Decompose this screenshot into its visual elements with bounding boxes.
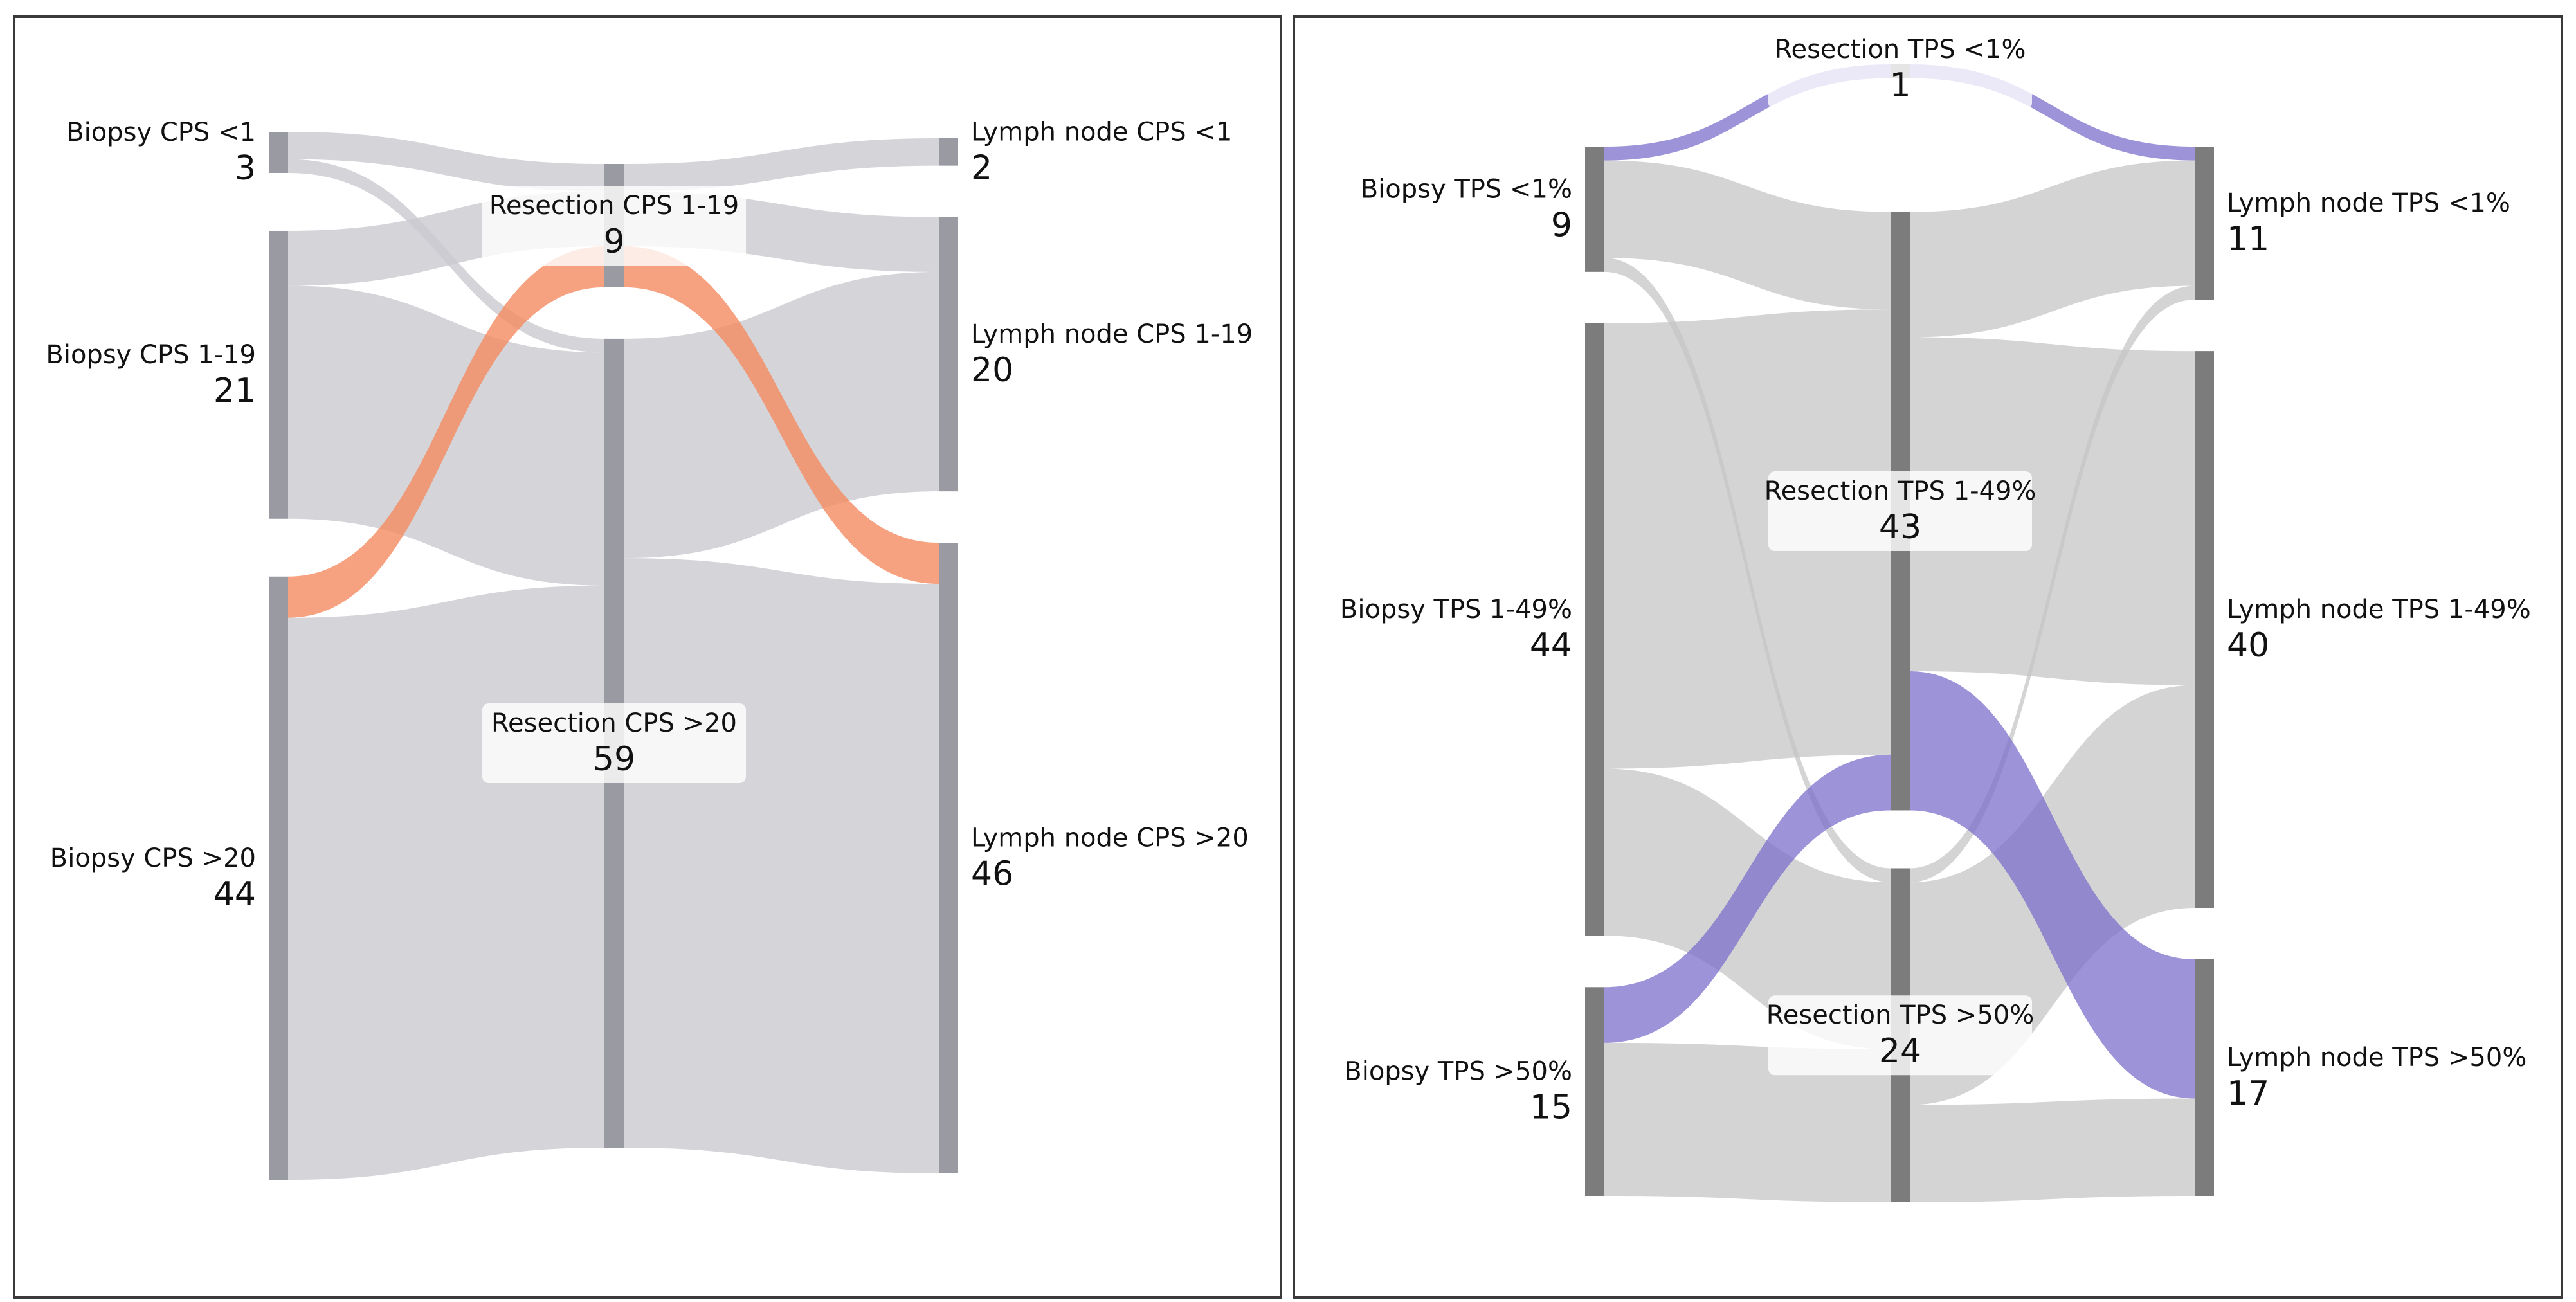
label-value-bx_lt1: 3 bbox=[235, 149, 256, 188]
label-value-ln_gt50: 17 bbox=[2227, 1074, 2269, 1113]
label-value-bx_1_19: 21 bbox=[213, 372, 256, 410]
label-text-bx_lt1: Biopsy TPS <1% bbox=[1361, 174, 1572, 204]
node-ln_1_19 bbox=[939, 217, 958, 492]
label-bx_gt50: Biopsy TPS >50%15 bbox=[1344, 1057, 1572, 1127]
link-rs_gt50-to-ln_gt50 bbox=[1910, 1098, 2195, 1202]
label-value-ln_lt1: 11 bbox=[2227, 220, 2269, 258]
link-rs_1_49-to-ln_1_49 bbox=[1910, 337, 2195, 685]
label-value-ln_1_49: 40 bbox=[2227, 626, 2269, 665]
label-text-ln_gt20: Lymph node CPS >20 bbox=[971, 824, 1249, 853]
link-bx_gt50-to-rs_1_49 bbox=[1604, 754, 1891, 1043]
label-value-rs_1_19: 9 bbox=[603, 222, 624, 261]
cps-links bbox=[288, 132, 939, 1180]
label-bx_lt1: Biopsy TPS <1%9 bbox=[1361, 174, 1572, 244]
label-value-rs_gt20: 59 bbox=[593, 740, 635, 779]
link-rs_lt1-to-ln_lt1 bbox=[1910, 64, 2195, 161]
label-text-bx_1_49: Biopsy TPS 1-49% bbox=[1340, 595, 1572, 624]
node-bx_gt50 bbox=[1585, 987, 1604, 1196]
link-bx_gt20-to-rs_1_19 bbox=[288, 246, 604, 618]
label-box-rs_1_19 bbox=[482, 185, 746, 266]
label-bx_1_49: Biopsy TPS 1-49%44 bbox=[1340, 595, 1572, 665]
label-ln_gt50: Lymph node TPS >50%17 bbox=[2227, 1043, 2526, 1113]
label-text-bx_1_19: Biopsy CPS 1-19 bbox=[46, 340, 256, 370]
label-bx_lt1: Biopsy CPS <13 bbox=[66, 118, 256, 188]
tps-links bbox=[1604, 64, 2195, 1202]
link-rs_1_49-to-ln_lt1 bbox=[1910, 160, 2195, 338]
label-rs_gt50: Resection TPS >50%24 bbox=[1766, 995, 2034, 1076]
link-rs_1_19-to-ln_lt1 bbox=[624, 138, 939, 192]
label-text-rs_lt1: Resection TPS <1% bbox=[1774, 35, 2026, 64]
node-bx_1_19 bbox=[269, 230, 288, 519]
link-rs_1_19-to-ln_gt20 bbox=[624, 246, 939, 584]
link-rs_1_49-to-ln_gt50 bbox=[1910, 671, 2195, 1099]
label-text-bx_gt20: Biopsy CPS >20 bbox=[50, 844, 256, 873]
label-text-ln_1_19: Lymph node CPS 1-19 bbox=[971, 320, 1253, 349]
label-rs_1_49: Resection TPS 1-49%43 bbox=[1764, 471, 2036, 552]
label-value-bx_lt1: 9 bbox=[1551, 206, 1572, 244]
label-rs_1_19: Resection CPS 1-199 bbox=[482, 185, 746, 266]
label-box-rs_gt20 bbox=[482, 703, 746, 783]
node-bx_gt20 bbox=[269, 576, 288, 1180]
node-ln_1_49 bbox=[2195, 351, 2214, 908]
label-value-bx_gt50: 15 bbox=[1530, 1089, 1572, 1127]
link-rs_gt50-to-ln_lt1 bbox=[1910, 285, 2195, 883]
label-text-rs_1_19: Resection CPS 1-19 bbox=[489, 191, 739, 221]
node-bx_1_49 bbox=[1585, 323, 1604, 936]
node-bx_lt1 bbox=[1585, 147, 1604, 272]
link-bx_gt20-to-rs_gt20 bbox=[288, 585, 604, 1180]
label-text-ln_1_49: Lymph node TPS 1-49% bbox=[2227, 595, 2531, 624]
label-value-rs_gt50: 24 bbox=[1879, 1032, 1921, 1071]
label-ln_lt1: Lymph node TPS <1%11 bbox=[2227, 188, 2510, 258]
link-bx_1_49-to-rs_1_49 bbox=[1604, 309, 1891, 769]
node-ln_gt20 bbox=[939, 543, 958, 1173]
link-bx_gt50-to-rs_gt50 bbox=[1604, 1042, 1891, 1202]
label-value-ln_1_19: 20 bbox=[971, 351, 1013, 390]
label-value-bx_1_49: 44 bbox=[1530, 626, 1572, 665]
link-rs_gt20-to-ln_gt20 bbox=[624, 558, 939, 1173]
label-text-ln_lt1: Lymph node CPS <1 bbox=[971, 117, 1232, 147]
label-value-rs_lt1: 1 bbox=[1889, 66, 1910, 105]
label-text-ln_gt50: Lymph node TPS >50% bbox=[2227, 1043, 2526, 1072]
label-text-bx_gt50: Biopsy TPS >50% bbox=[1344, 1057, 1572, 1087]
label-rs_lt1: Resection TPS <1%1 bbox=[1768, 30, 2032, 109]
node-ln_lt1 bbox=[939, 138, 958, 166]
label-text-ln_lt1: Lymph node TPS <1% bbox=[2227, 188, 2510, 218]
label-text-rs_gt50: Resection TPS >50% bbox=[1766, 1000, 2034, 1030]
node-ln_gt50 bbox=[2195, 959, 2214, 1196]
label-text-bx_lt1: Biopsy CPS <1 bbox=[66, 118, 256, 147]
label-value-rs_1_49: 43 bbox=[1879, 508, 1921, 547]
label-ln_1_49: Lymph node TPS 1-49%40 bbox=[2227, 595, 2531, 665]
label-value-bx_gt20: 44 bbox=[213, 875, 256, 914]
label-text-rs_gt20: Resection CPS >20 bbox=[491, 709, 737, 738]
link-bx_lt1-to-rs_1_19 bbox=[288, 132, 604, 192]
label-value-ln_lt1: 2 bbox=[971, 149, 992, 187]
node-bx_lt1 bbox=[269, 132, 288, 173]
label-box-rs_gt50 bbox=[1768, 995, 2032, 1076]
label-value-ln_gt20: 46 bbox=[971, 855, 1013, 894]
label-ln_lt1: Lymph node CPS <12 bbox=[971, 117, 1232, 187]
label-text-rs_1_49: Resection TPS 1-49% bbox=[1764, 476, 2036, 506]
node-ln_lt1 bbox=[2195, 147, 2214, 300]
link-bx_lt1-to-rs_lt1 bbox=[1604, 64, 1891, 161]
label-box-rs_lt1 bbox=[1768, 30, 2032, 109]
label-box-rs_1_49 bbox=[1768, 471, 2032, 552]
link-bx_lt1-to-rs_1_49 bbox=[1604, 160, 1891, 310]
